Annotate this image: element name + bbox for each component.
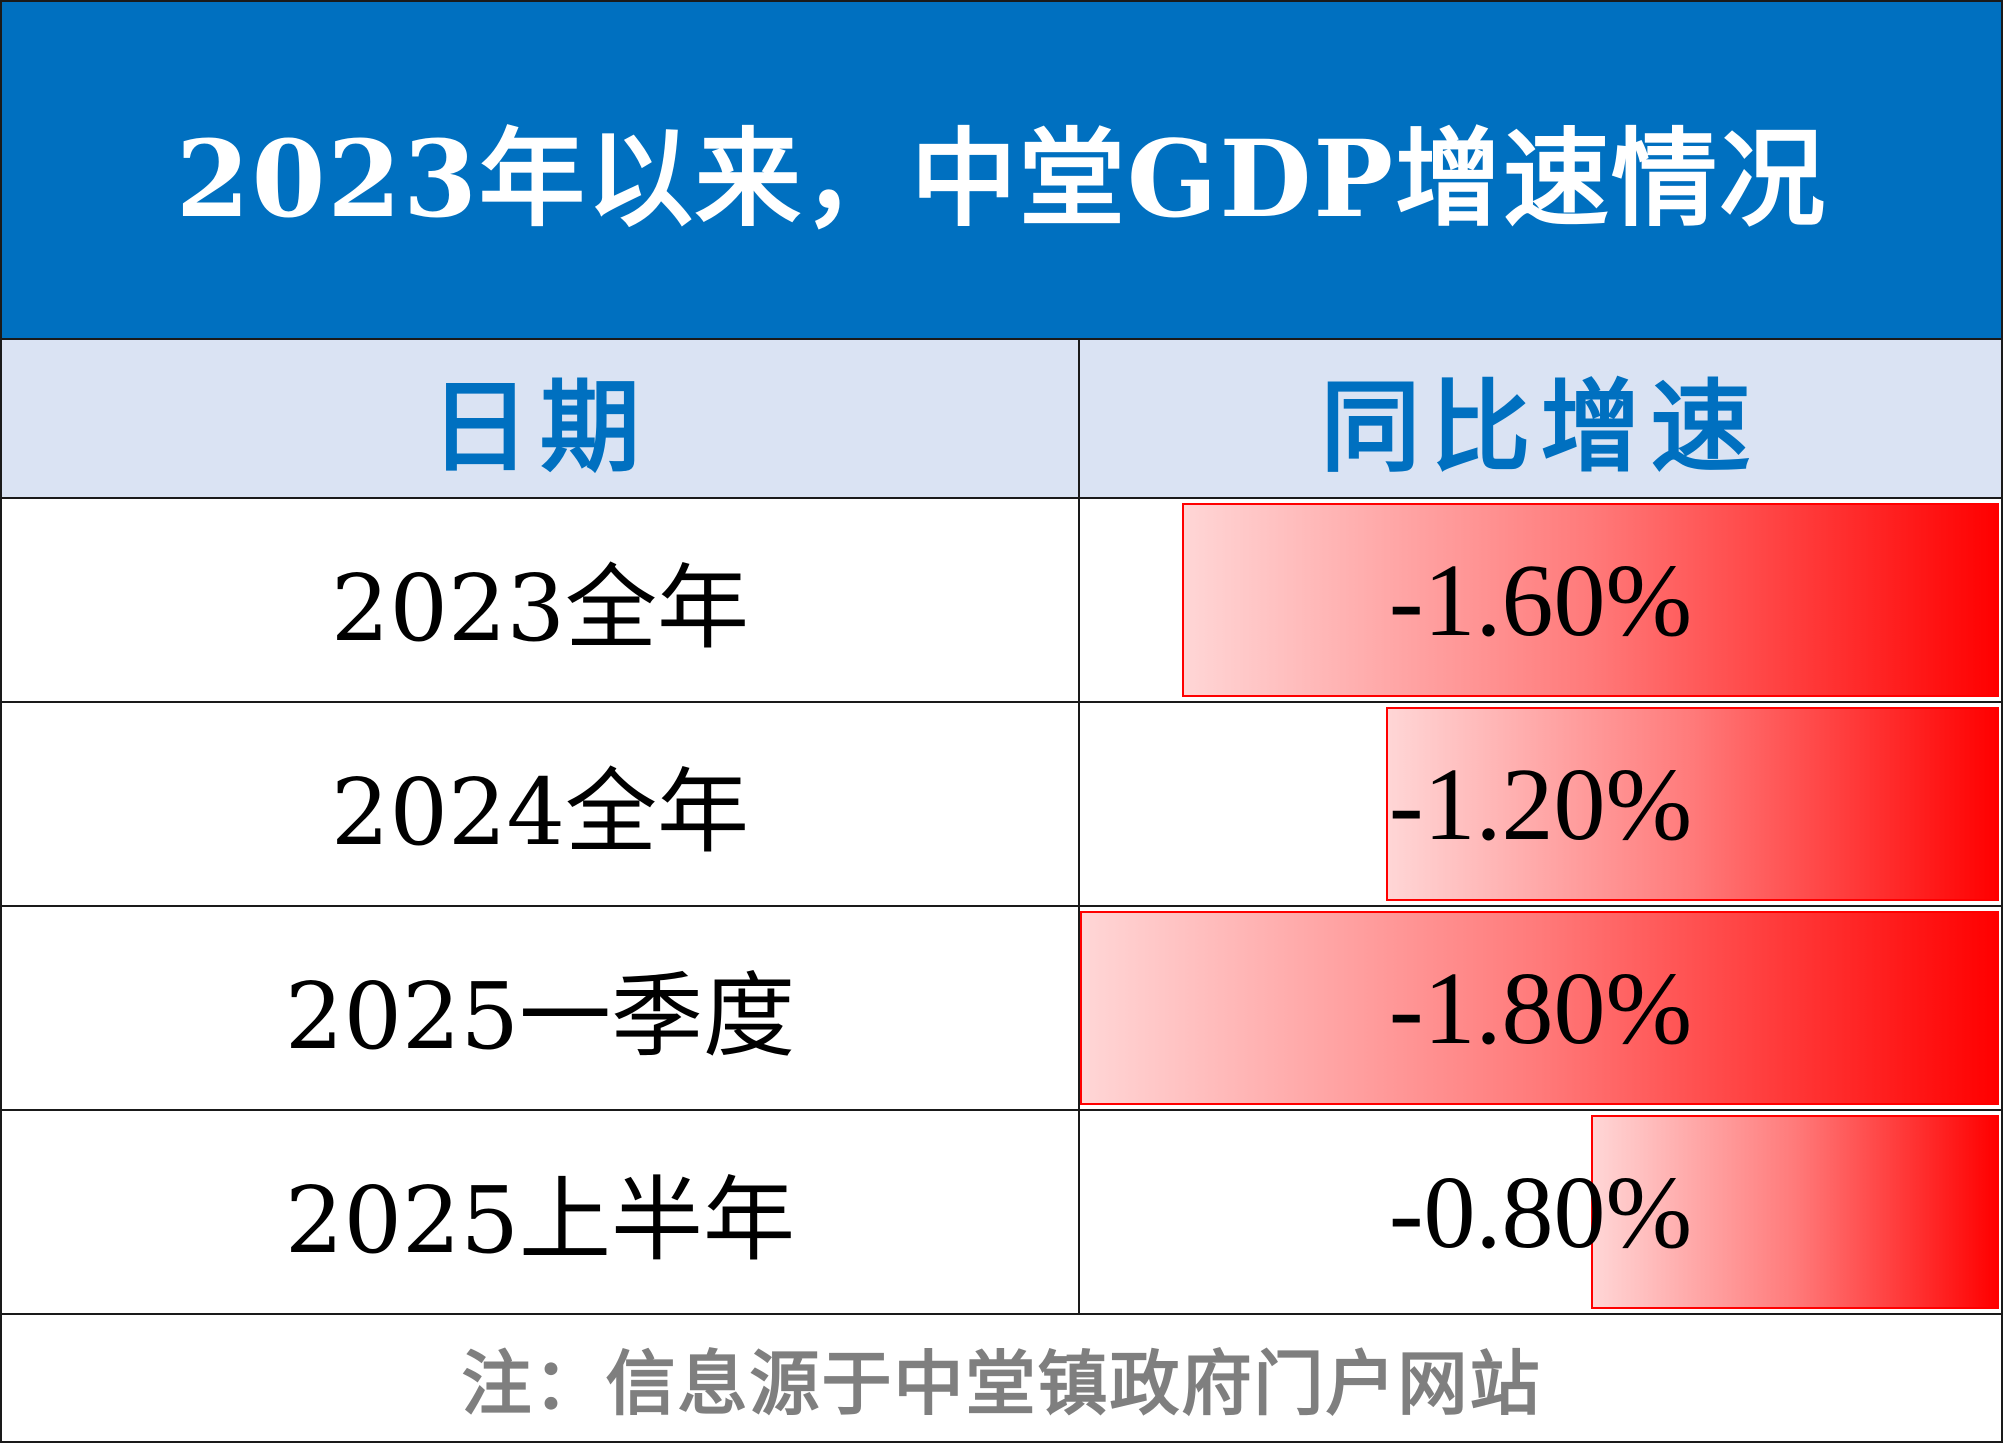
- table-row: 2025上半年 -0.80%: [2, 1111, 2001, 1315]
- growth-value-label: -1.80%: [1388, 950, 1693, 1066]
- table-row: 2024全年 -1.20%: [2, 703, 2001, 907]
- table-header-row: 日期 同比增速: [2, 340, 2001, 499]
- date-label: 2024全年: [330, 758, 750, 866]
- header-cell-growth: 同比增速: [1080, 340, 2001, 497]
- growth-data-bar: [1591, 1115, 1999, 1309]
- growth-cell: -1.60%: [1080, 499, 2001, 701]
- growth-cell: -1.20%: [1080, 703, 2001, 905]
- date-label: 2023全年: [330, 554, 750, 662]
- growth-data-bar: [1080, 911, 1999, 1105]
- date-cell: 2025上半年: [2, 1111, 1080, 1313]
- date-cell: 2023全年: [2, 499, 1080, 701]
- footer-note: 注：信息源于中堂镇政府门户网站: [2, 1315, 2001, 1441]
- growth-data-bar: [1386, 707, 1999, 901]
- growth-value-label: -1.20%: [1388, 746, 1693, 862]
- gdp-table: 日期 同比增速 2023全年 -1.60% 2024全年 -1.20% 2025一季度 -…: [2, 340, 2001, 1315]
- title-bar: 2023年以来，中堂GDP增速情况: [2, 2, 2001, 340]
- date-label: 2025上半年: [284, 1166, 796, 1274]
- growth-value-label: -0.80%: [1388, 1154, 1693, 1270]
- date-label: 2025一季度: [284, 962, 796, 1070]
- header-cell-date: 日期: [2, 340, 1080, 497]
- date-cell: 2024全年: [2, 703, 1080, 905]
- table-row: 2023全年 -1.60%: [2, 499, 2001, 703]
- header-growth-label: 同比增速: [1320, 369, 1761, 486]
- growth-cell: -1.80%: [1080, 907, 2001, 1109]
- page-title: 2023年以来，中堂GDP增速情况: [175, 116, 1828, 241]
- footer-note-text: 注：信息源于中堂镇政府门户网站: [461, 1342, 1542, 1425]
- date-cell: 2025一季度: [2, 907, 1080, 1109]
- growth-data-bar: [1182, 503, 1999, 697]
- header-date-label: 日期: [430, 369, 650, 486]
- growth-value-label: -1.60%: [1388, 542, 1693, 658]
- growth-cell: -0.80%: [1080, 1111, 2001, 1313]
- table-row: 2025一季度 -1.80%: [2, 907, 2001, 1111]
